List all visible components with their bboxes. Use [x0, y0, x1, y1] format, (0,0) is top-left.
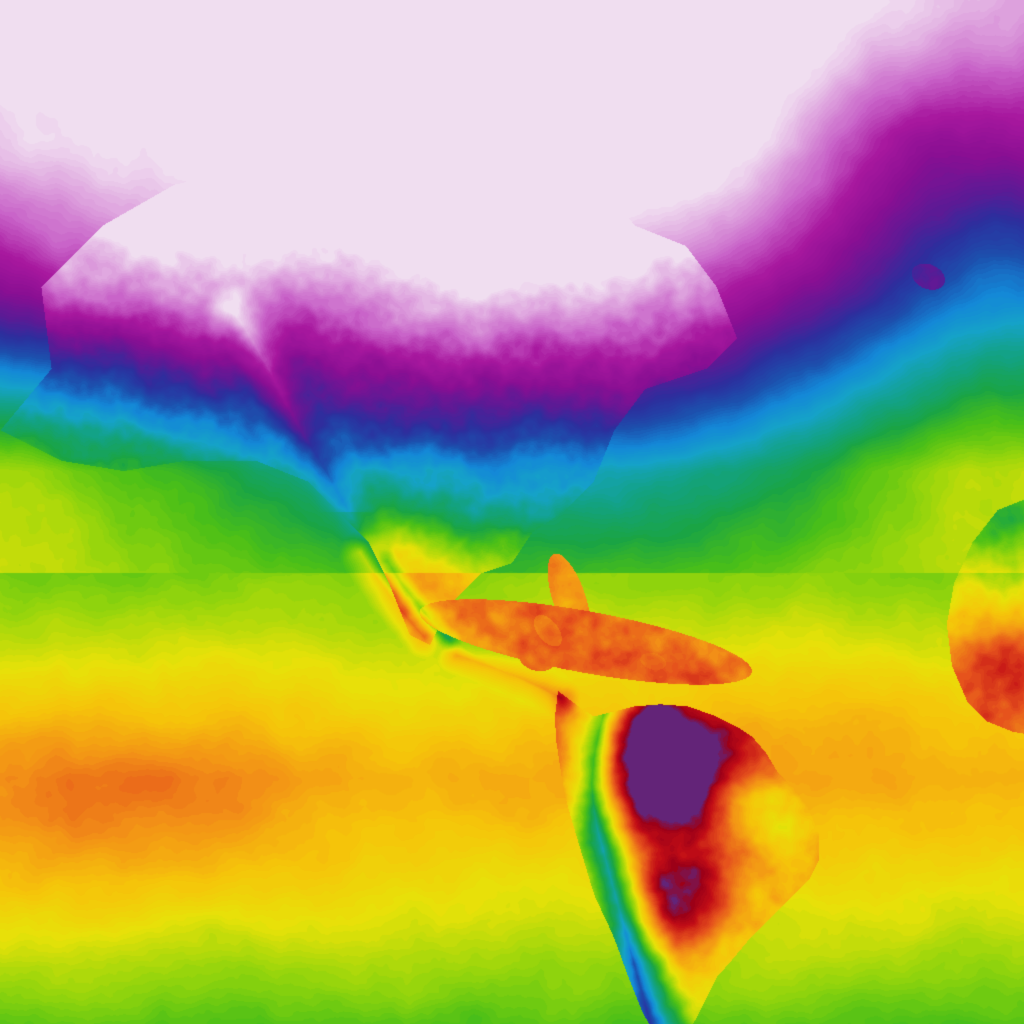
temperature-map-figure: 2 m Air Temperature — Americas Temperatu…	[0, 0, 1024, 1024]
temperature-heatmap-canvas	[0, 0, 1024, 1024]
